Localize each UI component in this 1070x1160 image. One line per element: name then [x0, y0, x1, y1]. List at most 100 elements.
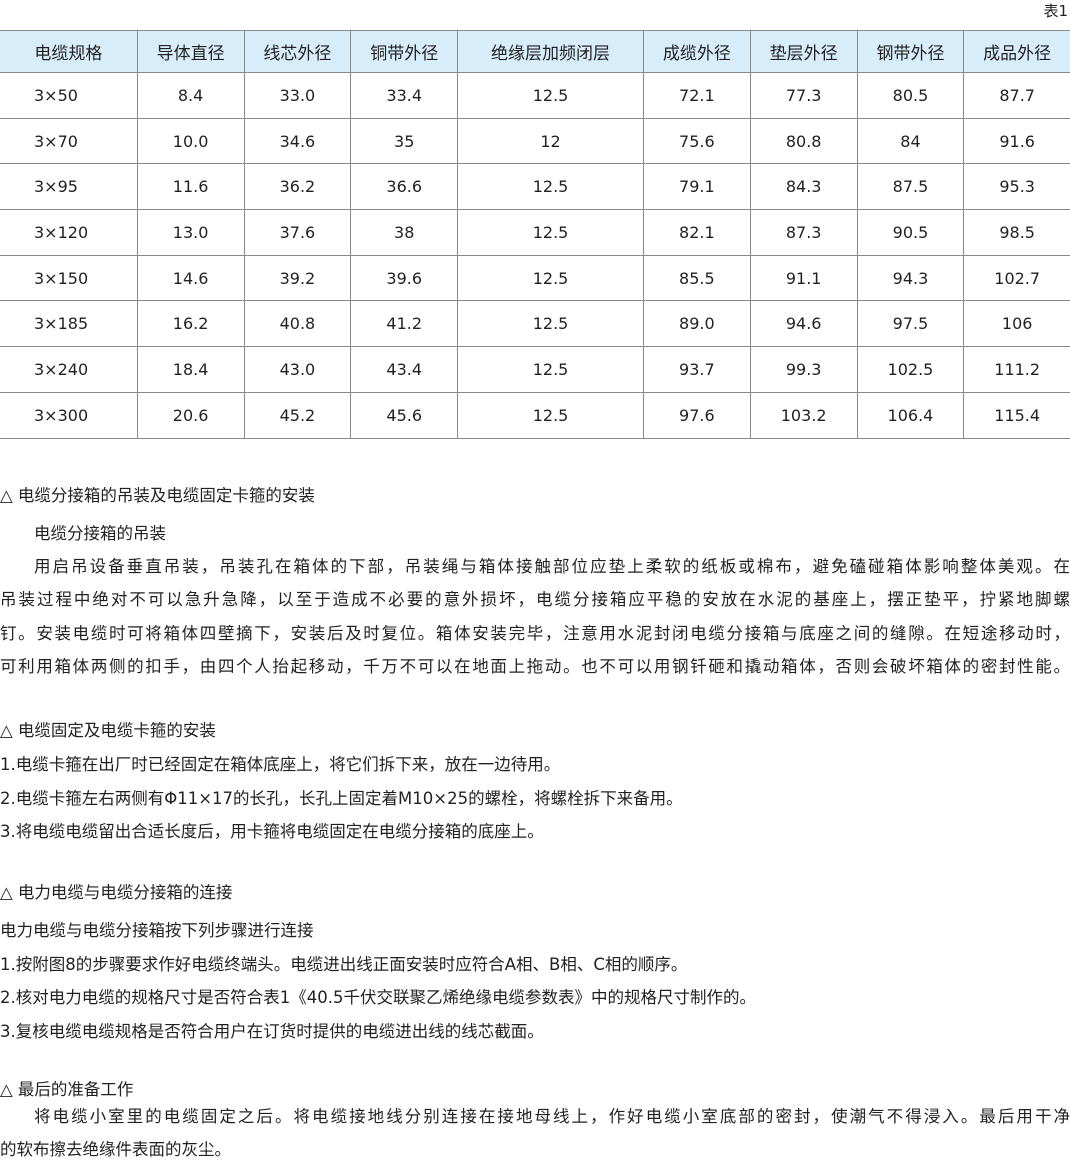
table-cell: 14.6	[136, 254, 245, 302]
table-cell: 36.6	[350, 163, 459, 211]
table-cell: 90.5	[856, 209, 965, 256]
table-cell: 98.5	[963, 209, 1070, 256]
table-cell: 33.4	[350, 72, 459, 119]
table-cell: 18.4	[136, 346, 245, 393]
table-cell: 91.6	[963, 117, 1070, 165]
table-cell: 87.7	[963, 72, 1070, 119]
table-cell: 102.7	[963, 254, 1070, 302]
table-cell: 13.0	[136, 209, 245, 256]
column-header: 成品外径	[963, 30, 1070, 73]
table-cell: 93.7	[642, 346, 751, 393]
table-cell: 94.6	[749, 300, 858, 348]
column-header: 铜带外径	[350, 30, 459, 73]
column-header: 成缆外径	[642, 30, 751, 73]
cable-parameter-table: 电缆规格 导体直径 线芯外径 铜带外径 绝缘层加频闭层 成缆外径 垫层外径 钢带外径 成品外径 …	[0, 30, 1070, 439]
table-row: 3×70 10.0 34.6 35 12 75.6 80.8 84 91.6	[0, 117, 1070, 165]
section-heading: △ 电力电缆与电缆分接箱的连接	[0, 883, 233, 902]
table-cell: 94.3	[856, 254, 965, 302]
table-cell: 39.6	[350, 254, 459, 302]
table-cell: 43.0	[243, 346, 352, 393]
table-cell: 103.2	[749, 391, 858, 439]
table-cell: 34.6	[243, 117, 352, 165]
table-cell: 89.0	[642, 300, 751, 348]
table-cell: 79.1	[642, 163, 751, 211]
table-cell: 10.0	[136, 117, 245, 165]
table-cell: 3×70	[0, 117, 138, 165]
column-header: 电缆规格	[0, 30, 138, 73]
table-cell: 33.0	[243, 72, 352, 119]
table-cell: 3×120	[0, 209, 138, 256]
section-heading: △ 电缆固定及电缆卡箍的安装	[0, 721, 216, 740]
table-cell: 12.5	[457, 254, 644, 302]
table-cell: 84	[856, 117, 965, 165]
table-cell: 111.2	[963, 346, 1070, 393]
table-cell: 87.3	[749, 209, 858, 256]
table-cell: 35	[350, 117, 459, 165]
paragraph-line: 1.电缆卡箍在出厂时已经固定在箱体底座上，将它们拆下来，放在一边待用。	[0, 755, 561, 774]
table-cell: 87.5	[856, 163, 965, 211]
table-cell: 72.1	[642, 72, 751, 119]
column-header: 绝缘层加频闭层	[457, 30, 644, 73]
paragraph-line: 钉。安装电缆时可将箱体四壁摘下，安装后及时复位。箱体安装完毕，注意用水泥封闭电缆…	[0, 624, 1070, 643]
table-cell: 85.5	[642, 254, 751, 302]
table-cell: 41.2	[350, 300, 459, 348]
table-cell: 3×300	[0, 391, 138, 439]
paragraph-line: 1.按附图8的步骤要求作好电缆终端头。电缆进出线正面安装时应符合A相、B相、C相…	[0, 955, 688, 974]
table-cell: 3×50	[0, 72, 138, 119]
table-cell: 45.6	[350, 391, 459, 439]
table-cell: 12.5	[457, 346, 644, 393]
paragraph-line: 用启吊设备垂直吊装，吊装孔在箱体的下部，吊装绳与箱体接触部位应垫上柔软的纸板或棉…	[34, 557, 1070, 576]
column-header: 导体直径	[136, 30, 245, 73]
table-cell: 3×150	[0, 254, 138, 302]
paragraph-line: 2.电缆卡箍左右两侧有Φ11×17的长孔，长孔上固定着M10×25的螺栓，将螺栓…	[0, 789, 683, 808]
paragraph-line: 的软布擦去绝缘件表面的灰尘。	[0, 1140, 231, 1159]
table-cell: 80.8	[749, 117, 858, 165]
table-cell: 12	[457, 117, 644, 165]
table-cell: 97.6	[642, 391, 751, 439]
table-cell: 12.5	[457, 300, 644, 348]
table-cell: 38	[350, 209, 459, 256]
table-cell: 106	[963, 300, 1070, 348]
table-cell: 40.8	[243, 300, 352, 348]
table-cell: 91.1	[749, 254, 858, 302]
table-cell: 20.6	[136, 391, 245, 439]
table-cell: 43.4	[350, 346, 459, 393]
table-cell: 36.2	[243, 163, 352, 211]
table-cell: 16.2	[136, 300, 245, 348]
table-cell: 45.2	[243, 391, 352, 439]
table-cell: 3×95	[0, 163, 138, 211]
table-row: 3×120 13.0 37.6 38 12.5 82.1 87.3 90.5 98.5	[0, 209, 1070, 256]
table-cell: 80.5	[856, 72, 965, 119]
paragraph-line: 可利用箱体两侧的扣手，由四个人抬起移动，千万不可以在地面上拖动。也不可以用钢钎砸…	[0, 657, 1070, 676]
paragraph-line: 3.复核电缆电缆规格是否符合用户在订货时提供的电缆进出线的线芯截面。	[0, 1022, 544, 1041]
table-cell: 8.4	[136, 72, 245, 119]
table-cell: 12.5	[457, 391, 644, 439]
table-cell: 115.4	[963, 391, 1070, 439]
paragraph-line: 3.将电缆电缆留出合适长度后，用卡箍将电缆固定在电缆分接箱的底座上。	[0, 822, 544, 841]
column-header: 垫层外径	[749, 30, 858, 73]
table-cell: 3×185	[0, 300, 138, 348]
paragraph-line: 电力电缆与电缆分接箱按下列步骤进行连接	[0, 921, 314, 940]
table-row: 3×300 20.6 45.2 45.6 12.5 97.6 103.2 106.4 115.4	[0, 391, 1070, 439]
table-cell: 37.6	[243, 209, 352, 256]
table-cell: 84.3	[749, 163, 858, 211]
table-row: 3×240 18.4 43.0 43.4 12.5 93.7 99.3 102.5 111.2	[0, 346, 1070, 393]
table-row: 3×185 16.2 40.8 41.2 12.5 89.0 94.6 97.5 106	[0, 300, 1070, 348]
table-cell: 102.5	[856, 346, 965, 393]
table-cell: 11.6	[136, 163, 245, 211]
table-caption: 表1	[1043, 2, 1068, 20]
paragraph-line: 将电缆小室里的电缆固定之后。将电缆接地线分别连接在接地母线上，作好电缆小室底部的…	[34, 1107, 1070, 1126]
table-cell: 39.2	[243, 254, 352, 302]
paragraph-line: 吊装过程中绝对不可以急升急降，以至于造成不必要的意外损坏，电缆分接箱应平稳的安放…	[0, 590, 1070, 609]
table-cell: 12.5	[457, 209, 644, 256]
column-header: 钢带外径	[856, 30, 965, 73]
table-cell: 95.3	[963, 163, 1070, 211]
column-header: 线芯外径	[243, 30, 352, 73]
table-cell: 12.5	[457, 163, 644, 211]
table-row: 3×150 14.6 39.2 39.6 12.5 85.5 91.1 94.3 102.7	[0, 254, 1070, 302]
section-heading: △ 最后的准备工作	[0, 1080, 134, 1099]
table-row: 3×95 11.6 36.2 36.6 12.5 79.1 84.3 87.5 95.3	[0, 163, 1070, 211]
table-cell: 77.3	[749, 72, 858, 119]
table-cell: 99.3	[749, 346, 858, 393]
table-cell: 75.6	[642, 117, 751, 165]
